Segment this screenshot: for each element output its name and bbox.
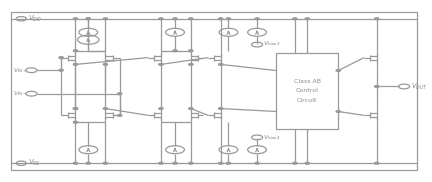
Circle shape: [103, 18, 108, 20]
Circle shape: [103, 108, 108, 109]
Circle shape: [293, 162, 297, 164]
Circle shape: [73, 18, 78, 20]
Circle shape: [73, 121, 78, 123]
Circle shape: [86, 18, 90, 20]
Circle shape: [375, 86, 379, 87]
Circle shape: [73, 64, 78, 65]
Circle shape: [118, 114, 122, 116]
Circle shape: [189, 64, 193, 65]
Circle shape: [189, 50, 193, 52]
Text: $V_{bias4}$: $V_{bias4}$: [264, 134, 281, 142]
Text: Control: Control: [296, 88, 319, 94]
Circle shape: [305, 18, 309, 20]
Text: $V_{DD}$: $V_{DD}$: [29, 14, 42, 24]
Circle shape: [73, 108, 78, 109]
Circle shape: [159, 162, 163, 164]
Circle shape: [159, 108, 163, 109]
Circle shape: [219, 18, 223, 20]
Circle shape: [189, 108, 193, 109]
Circle shape: [159, 64, 163, 65]
Bar: [11, 11, 417, 171]
Circle shape: [159, 18, 163, 20]
Circle shape: [103, 64, 108, 65]
Circle shape: [305, 162, 309, 164]
Circle shape: [189, 18, 193, 20]
Circle shape: [173, 50, 177, 52]
Text: $V_{IN+}$: $V_{IN+}$: [13, 66, 28, 75]
Circle shape: [59, 57, 63, 58]
Text: $V_{SS}$: $V_{SS}$: [29, 158, 41, 168]
Circle shape: [226, 18, 231, 20]
Circle shape: [118, 93, 122, 95]
Text: $V_{IN-}$: $V_{IN-}$: [13, 89, 28, 98]
Circle shape: [173, 18, 177, 20]
Circle shape: [73, 108, 78, 109]
Circle shape: [73, 162, 78, 164]
Circle shape: [336, 70, 340, 71]
Circle shape: [255, 162, 259, 164]
Circle shape: [219, 108, 223, 109]
Circle shape: [375, 18, 379, 20]
Text: $V_{OUT}$: $V_{OUT}$: [411, 81, 428, 92]
Circle shape: [73, 50, 78, 52]
Circle shape: [226, 162, 231, 164]
Circle shape: [219, 162, 223, 164]
Text: Class AB: Class AB: [294, 79, 321, 84]
Circle shape: [255, 18, 259, 20]
Circle shape: [173, 162, 177, 164]
Circle shape: [189, 162, 193, 164]
Bar: [276, 53, 338, 129]
Circle shape: [336, 111, 340, 112]
Circle shape: [86, 18, 90, 20]
Circle shape: [293, 18, 297, 20]
Circle shape: [59, 69, 63, 71]
Circle shape: [219, 64, 223, 65]
Text: Circuit: Circuit: [297, 98, 318, 103]
Text: $V_{bias2}$: $V_{bias2}$: [264, 40, 281, 48]
Circle shape: [375, 162, 379, 164]
Circle shape: [86, 162, 90, 164]
Circle shape: [103, 162, 108, 164]
